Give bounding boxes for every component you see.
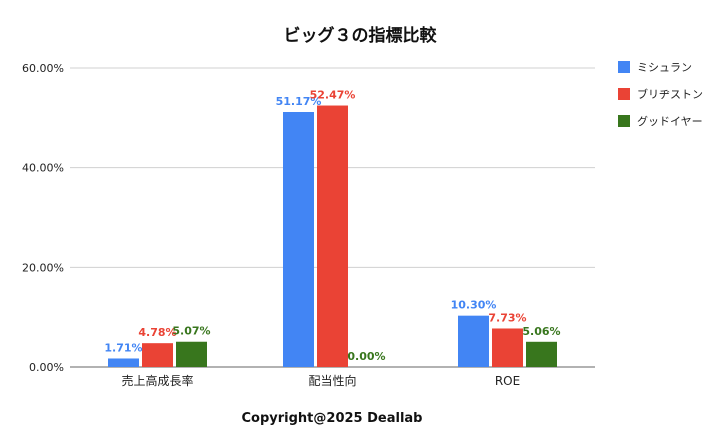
copyright-footer: Copyright@2025 Deallab <box>242 411 423 426</box>
data-label: 7.73% <box>488 311 526 324</box>
data-label: 4.78% <box>138 326 176 339</box>
bar <box>526 341 557 367</box>
x-category-label: ROE <box>495 374 520 388</box>
bar <box>142 343 173 367</box>
data-labels: 1.71% 4.78%5.07% 51.17%52.47% 0.00% 10.30%7.… <box>104 89 560 363</box>
data-label: 10.30% <box>451 299 497 312</box>
legend-label: ミシュラン <box>637 61 692 74</box>
y-tick-label: 40.00% <box>22 162 64 175</box>
y-tick-label: 60.00% <box>22 62 64 75</box>
x-category-label: 売上高成長率 <box>121 373 193 388</box>
data-label: 0.00% <box>347 350 385 363</box>
bar <box>283 112 314 367</box>
y-tick-label: 20.00% <box>22 261 64 274</box>
y-axis-ticks: 0.00% 20.00% 40.00% 60.00% <box>22 62 64 374</box>
legend-label: グッドイヤー <box>637 114 703 128</box>
data-label: 52.47% <box>310 89 356 102</box>
legend-swatch <box>618 61 630 73</box>
bar <box>176 341 207 367</box>
bar <box>317 105 348 367</box>
bar <box>458 315 489 367</box>
bars <box>108 105 557 367</box>
data-label: 1.71% <box>104 341 142 354</box>
chart-title: ビッグ３の指標比較 <box>284 25 438 46</box>
y-tick-label: 0.00% <box>29 361 64 374</box>
x-axis-categories: 売上高成長率 配当性向 ROE <box>121 373 520 388</box>
data-label: 5.07% <box>172 325 210 338</box>
data-label: 5.06% <box>522 325 560 338</box>
legend-label: ブリヂストン <box>637 87 703 101</box>
legend-swatch <box>618 115 630 127</box>
bar <box>492 328 523 367</box>
legend-swatch <box>618 88 630 100</box>
data-label: 51.17% <box>276 95 322 108</box>
bar <box>108 358 139 367</box>
x-category-label: 配当性向 <box>308 373 356 388</box>
